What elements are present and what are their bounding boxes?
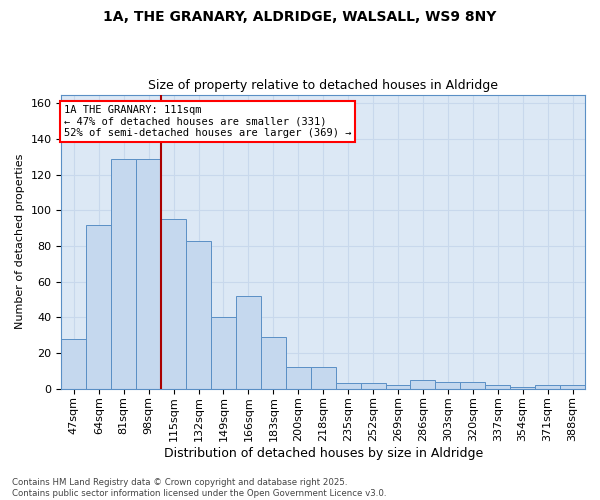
Text: Contains HM Land Registry data © Crown copyright and database right 2025.
Contai: Contains HM Land Registry data © Crown c… [12, 478, 386, 498]
Bar [335, 384, 361, 389]
Bar [136, 159, 161, 389]
Text: 1A THE GRANARY: 111sqm
← 47% of detached houses are smaller (331)
52% of semi-de: 1A THE GRANARY: 111sqm ← 47% of detached… [64, 105, 352, 138]
Bar [410, 380, 436, 389]
Bar [286, 368, 311, 389]
Bar [86, 224, 111, 389]
Bar [161, 220, 186, 389]
Bar [211, 318, 236, 389]
Bar [386, 385, 410, 389]
Bar [560, 385, 585, 389]
Bar [361, 384, 386, 389]
Bar [485, 385, 510, 389]
Y-axis label: Number of detached properties: Number of detached properties [15, 154, 25, 330]
Text: 1A, THE GRANARY, ALDRIDGE, WALSALL, WS9 8NY: 1A, THE GRANARY, ALDRIDGE, WALSALL, WS9 … [103, 10, 497, 24]
Bar [61, 339, 86, 389]
Bar [535, 385, 560, 389]
Bar [510, 387, 535, 389]
Bar [261, 337, 286, 389]
Bar [460, 382, 485, 389]
X-axis label: Distribution of detached houses by size in Aldridge: Distribution of detached houses by size … [164, 447, 483, 460]
Bar [186, 241, 211, 389]
Bar [311, 368, 335, 389]
Bar [111, 159, 136, 389]
Bar [236, 296, 261, 389]
Bar [436, 382, 460, 389]
Title: Size of property relative to detached houses in Aldridge: Size of property relative to detached ho… [148, 79, 498, 92]
